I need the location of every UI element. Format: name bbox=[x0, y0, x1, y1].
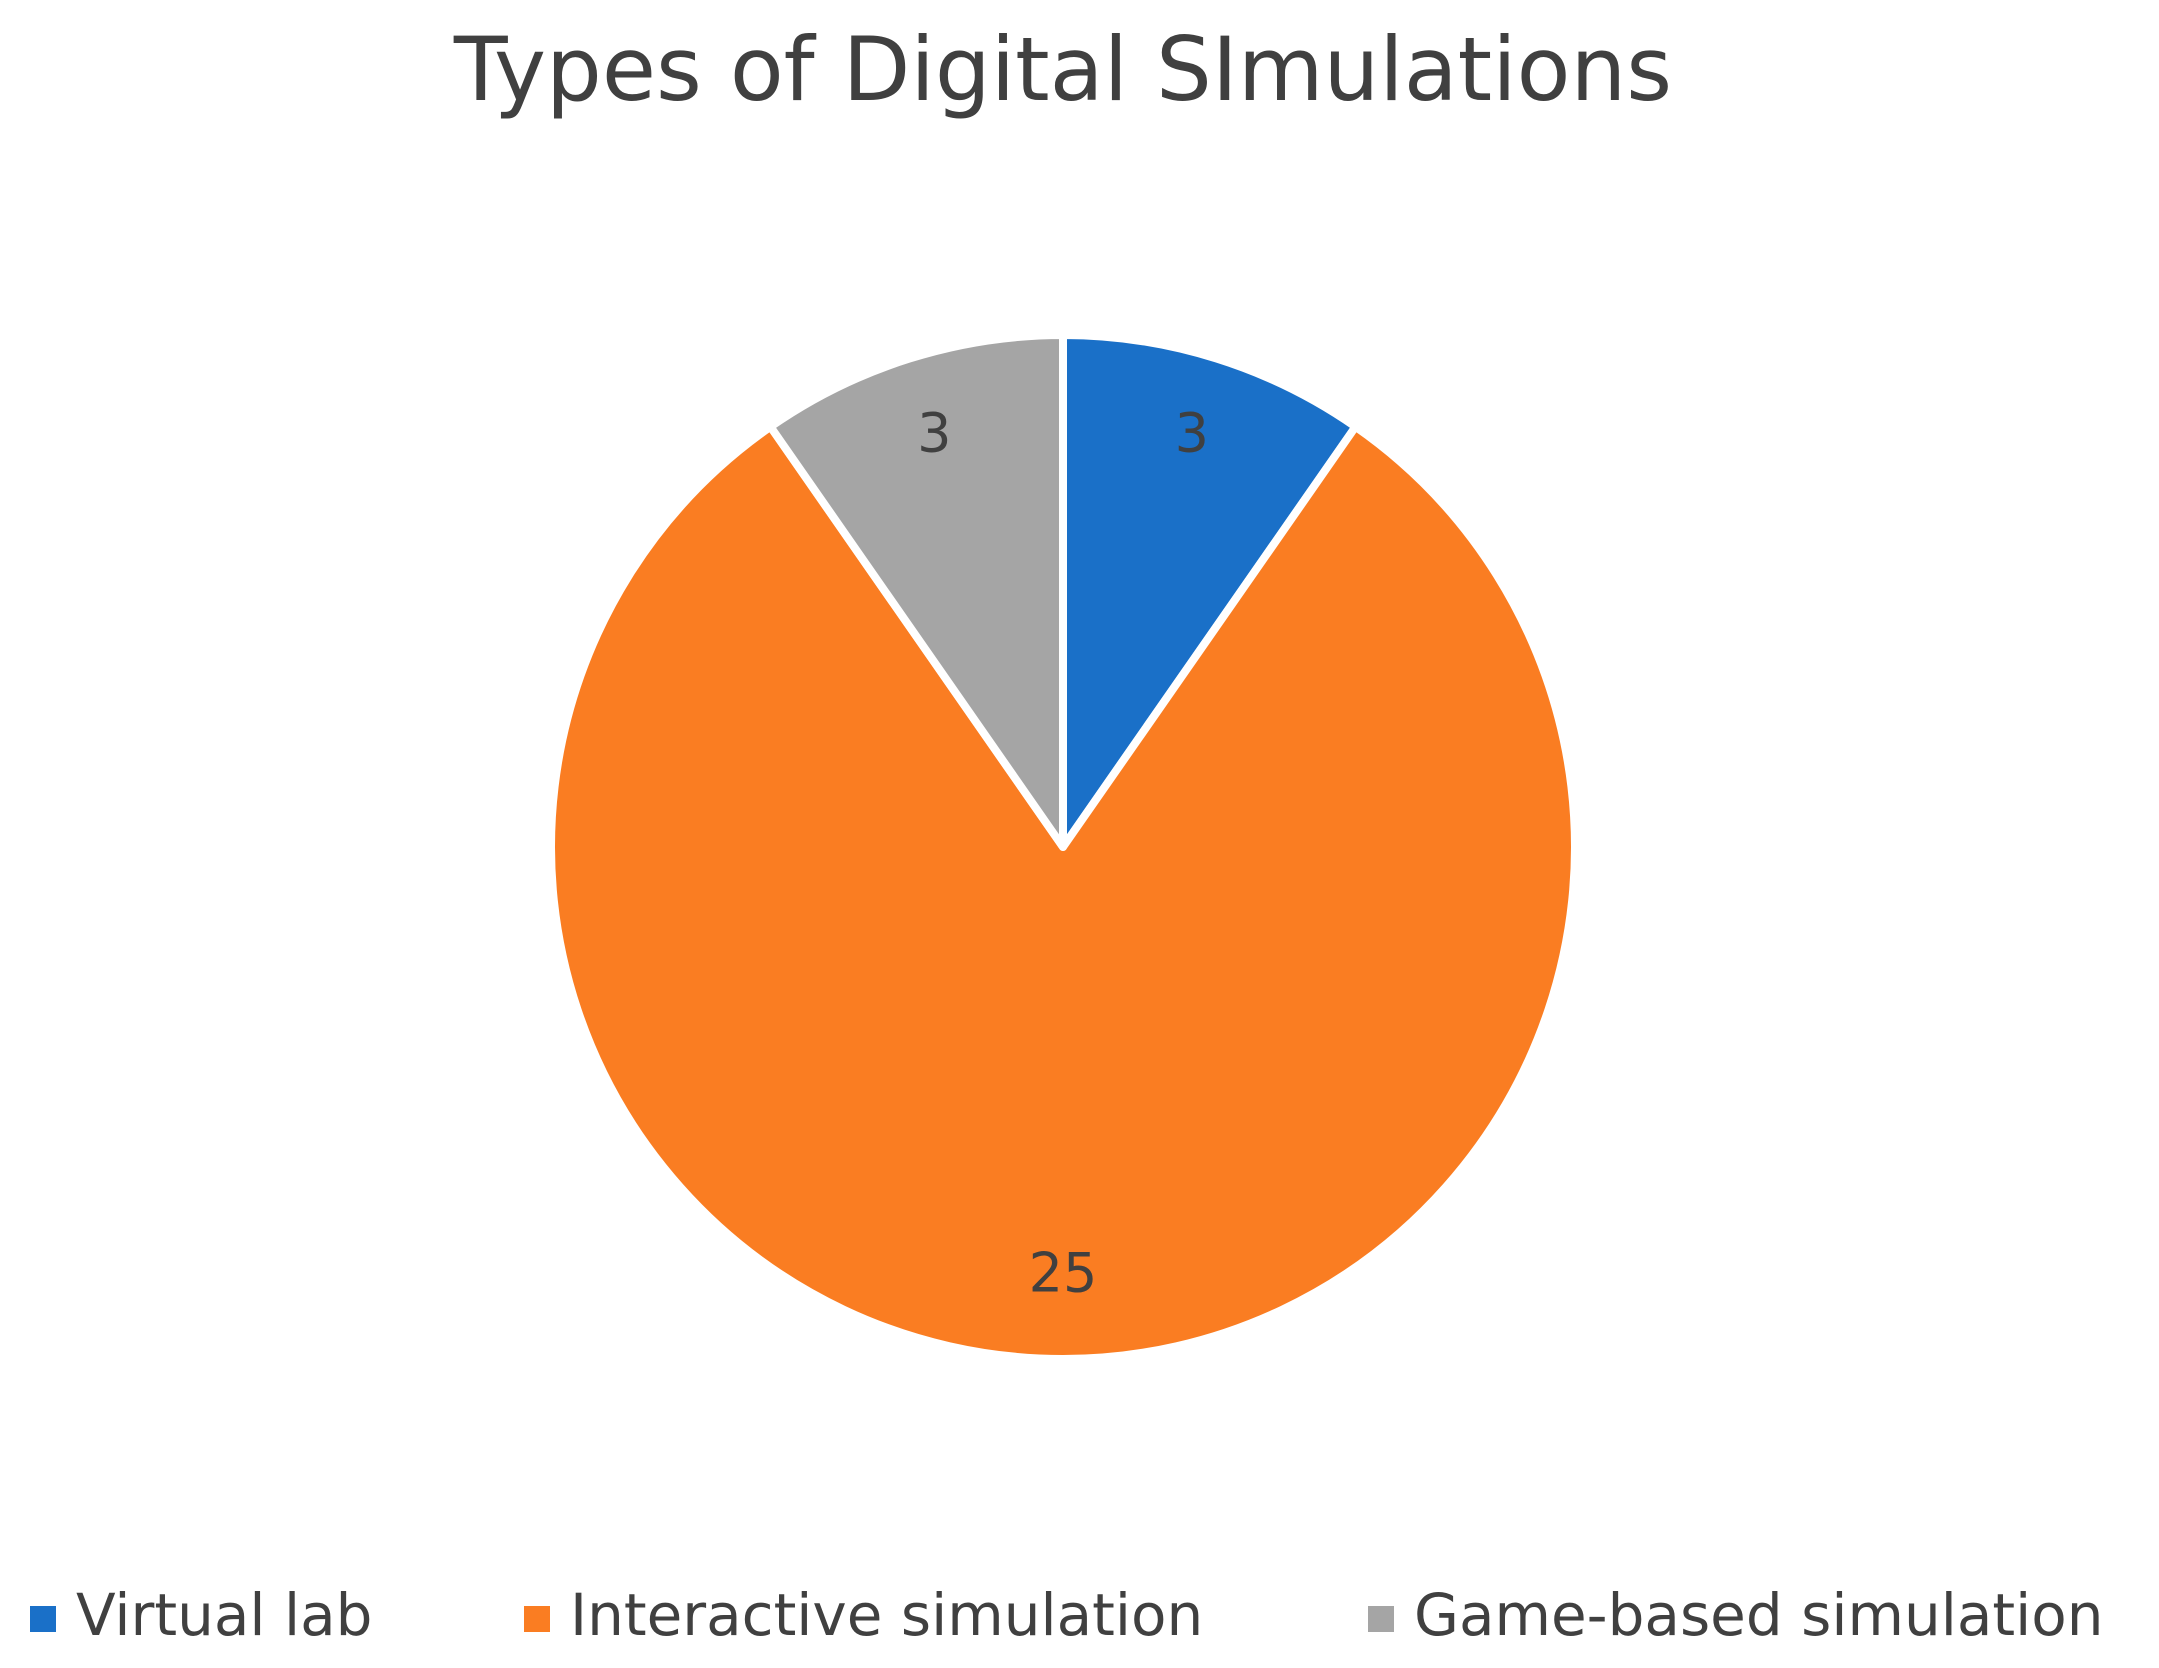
legend-swatch bbox=[30, 1606, 56, 1632]
data-label: 3 bbox=[917, 401, 951, 464]
pie-slice bbox=[766, 331, 1067, 851]
data-label: 3 bbox=[1175, 401, 1209, 464]
legend-swatch bbox=[1368, 1606, 1394, 1632]
legend-swatch bbox=[524, 1606, 550, 1632]
pie-slice bbox=[1059, 331, 1360, 851]
legend-label: Interactive simulation bbox=[570, 1581, 1203, 1649]
pie-slice bbox=[547, 422, 1579, 1363]
legend-label: Virtual lab bbox=[76, 1581, 372, 1649]
legend-label: Game-based simulation bbox=[1414, 1581, 2103, 1649]
chart-title: Types of Digital SImulations bbox=[453, 18, 1672, 121]
data-label: 25 bbox=[1029, 1242, 1098, 1305]
